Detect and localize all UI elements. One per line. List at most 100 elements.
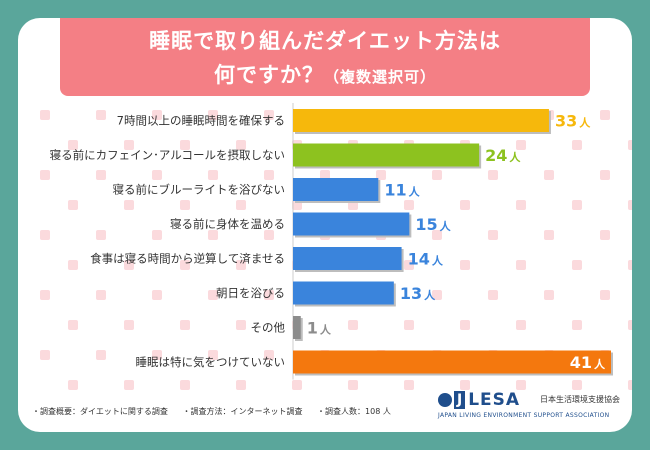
bar [293,109,549,132]
pattern-square [572,200,582,210]
pattern-square [40,170,50,180]
bar [293,350,611,374]
logo-name: LESA [468,390,521,410]
pattern-square [460,380,470,390]
pattern-square [180,380,190,390]
logo-name-en: JAPAN LIVING ENVIRONMENT SUPPORT ASSOCIA… [438,412,610,419]
pattern-square [628,380,632,390]
value-label: 15 人 [415,215,451,234]
pattern-square [516,260,526,270]
pattern-square [488,290,498,300]
pattern-square [264,170,274,180]
bar [293,212,410,236]
pattern-square [236,140,246,150]
pattern-square [180,320,190,330]
category-label: 寝る前に身体を温める [170,217,285,231]
pattern-square [460,260,470,270]
category-label: 睡眠は特に気をつけていない [136,355,286,369]
pattern-square [180,200,190,210]
pattern-square [68,320,78,330]
pattern-square [68,380,78,390]
pattern-square [516,320,526,330]
pattern-square [516,200,526,210]
pattern-square [628,140,632,150]
survey-overview: ・調査概要：ダイエットに関する調査 [32,407,168,416]
pattern-square [600,290,610,300]
pattern-square [124,260,134,270]
value-label: 14 人 [408,250,444,269]
pattern-square [348,380,358,390]
category-label: 寝る前にブルーライトを浴びない [113,183,286,197]
pattern-square [40,350,50,360]
bar [293,247,402,270]
pattern-square [40,230,50,240]
title-line-1: 睡眠で取り組んだダイエット方法は [149,29,501,53]
chart-card: 睡眠で取り組んだダイエット方法は 何ですか？（複数選択可） 7時間以上の睡眠時間… [18,18,632,432]
bar [293,316,301,339]
pattern-square [404,380,414,390]
category-label: 食事は寝る時間から逆算して済ませる [90,252,285,266]
pattern-square [208,230,218,240]
pattern-square [404,200,414,210]
pattern-square [152,290,162,300]
pattern-square [96,350,106,360]
pattern-square [264,230,274,240]
pattern-square [264,290,274,300]
pattern-square [600,230,610,240]
pattern-square [544,290,554,300]
pattern-square [572,140,582,150]
pattern-square [180,260,190,270]
logo-j: J [454,391,466,409]
pattern-square [572,380,582,390]
pattern-square [124,200,134,210]
survey-footer: ・調査概要：ダイエットに関する調査 ・調査方法：インターネット調査 ・調査人数：… [32,406,412,417]
pattern-square [152,170,162,180]
survey-method: ・調査方法：インターネット調査 [182,407,303,416]
pattern-square [432,230,442,240]
pattern-square [600,170,610,180]
pattern-square [628,200,632,210]
pattern-square [208,170,218,180]
pattern-square [544,170,554,180]
pattern-square [68,200,78,210]
category-label: 7時間以上の睡眠時間を確保する [117,114,285,128]
pattern-square [152,230,162,240]
pattern-square [516,140,526,150]
bar [293,178,379,201]
jlesa-logo: J LESA 日本生活環境支援協会 JAPAN LIVING ENVIRONME… [438,390,620,426]
value-label: 33 人 [555,112,591,131]
logo-name-jp: 日本生活環境支援協会 [540,395,620,404]
pattern-square [460,320,470,330]
pattern-square [96,170,106,180]
pattern-square [124,140,134,150]
pattern-square [124,380,134,390]
pattern-square [68,260,78,270]
title-question: 何ですか？ [213,63,324,87]
pattern-square [180,140,190,150]
value-label: 24 人 [485,146,521,165]
value-label: 13 人 [400,284,436,303]
pattern-square [292,380,302,390]
pattern-square [152,110,162,120]
pattern-square [600,110,610,120]
pattern-square [572,320,582,330]
pattern-square [68,140,78,150]
pattern-square [124,320,134,330]
pattern-square [96,290,106,300]
value-label: 41 人 [570,353,606,372]
pattern-square [404,260,414,270]
pattern-square [572,260,582,270]
pattern-square [432,170,442,180]
pattern-square [40,290,50,300]
chart-title: 睡眠で取り組んだダイエット方法は 何ですか？（複数選択可） [60,18,590,96]
category-label: 朝日を浴びる [216,286,285,300]
pattern-square [96,230,106,240]
category-label: 寝る前にカフェイン･アルコールを摂取しない [50,148,285,162]
pattern-square [404,320,414,330]
pattern-square [236,260,246,270]
title-note: （複数選択可） [323,68,436,86]
pattern-square [236,320,246,330]
pattern-square [264,110,274,120]
